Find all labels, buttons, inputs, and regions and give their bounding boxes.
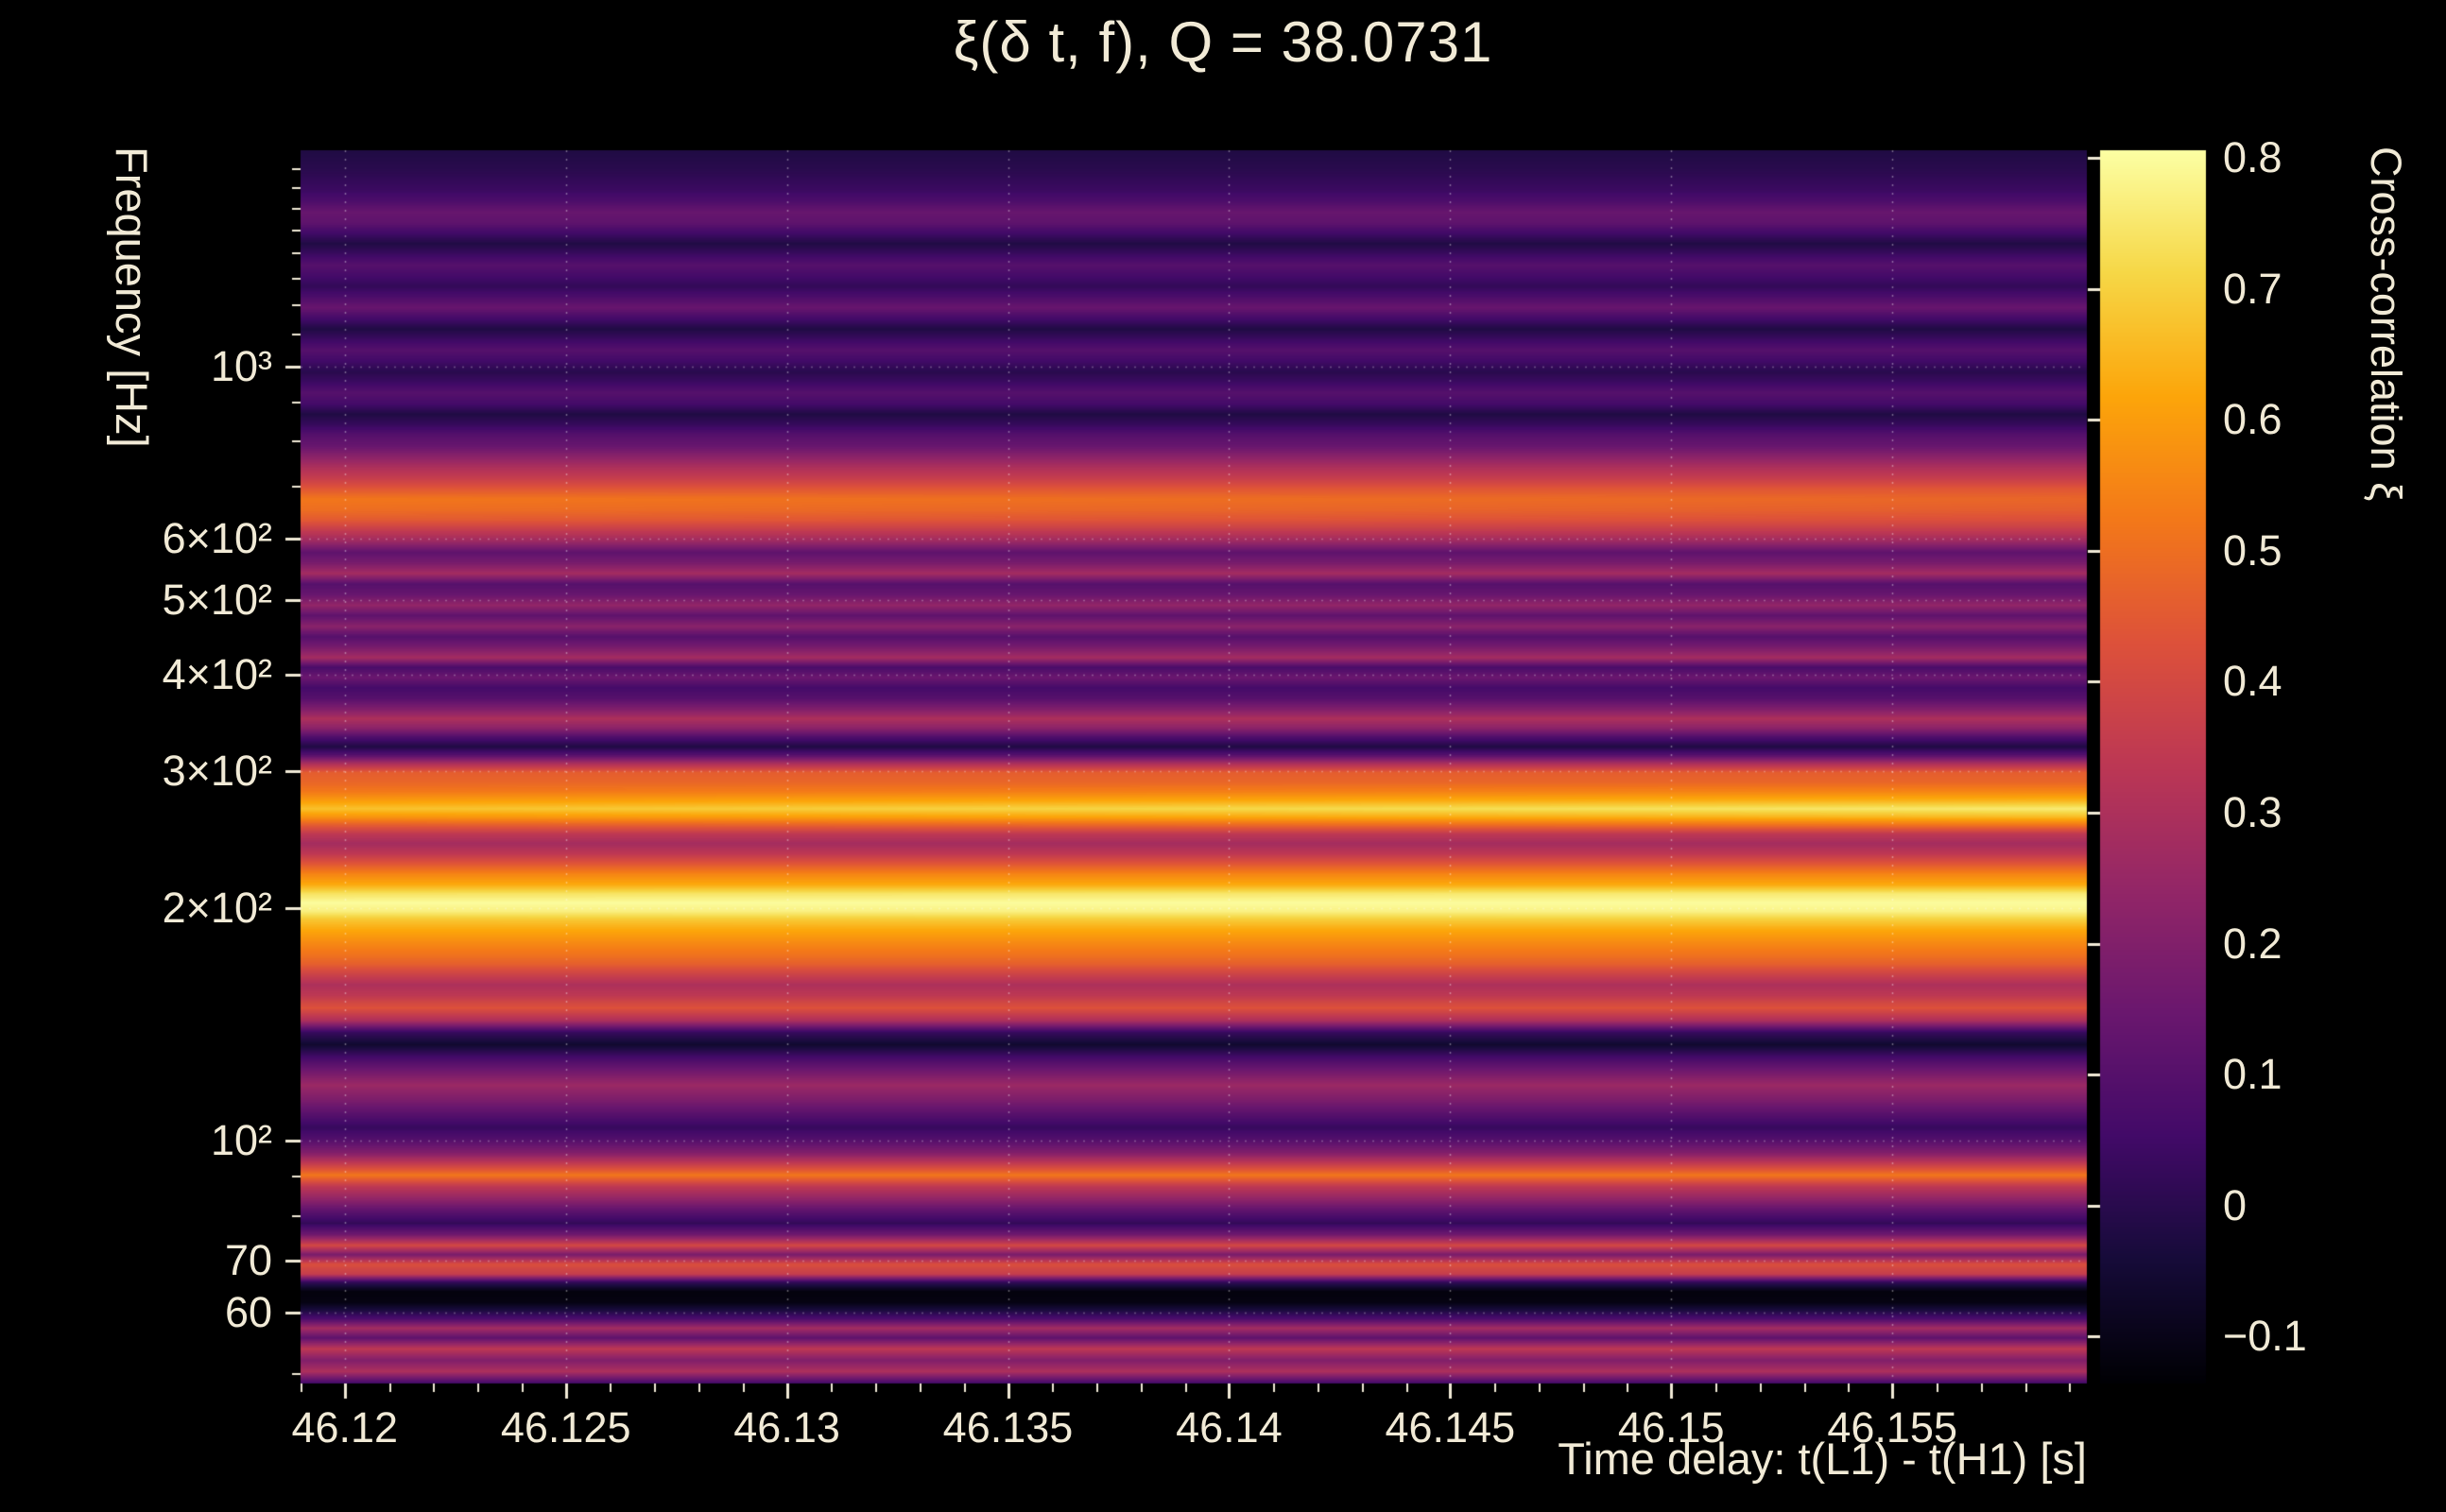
- y-tick-label: 2×10²: [162, 883, 272, 932]
- x-tick-label: 46.145: [1385, 1403, 1516, 1452]
- y-tick-label: 60: [224, 1288, 272, 1337]
- y-axis-label: Frequency [Hz]: [107, 146, 157, 448]
- x-tick-label: 46.125: [500, 1403, 631, 1452]
- x-tick-label: 46.15: [1617, 1403, 1725, 1452]
- colorbar-tick-label: 0.7: [2223, 264, 2282, 313]
- y-tick-label: 10²: [210, 1116, 272, 1165]
- colorbar-tick-label: 0.1: [2223, 1050, 2282, 1099]
- y-tick-label: 3×10²: [162, 747, 272, 796]
- y-tick-label: 4×10²: [162, 650, 272, 699]
- colorbar-tick-label: 0: [2223, 1180, 2248, 1229]
- colorbar-tick-label: 0.2: [2223, 919, 2282, 968]
- colorbar-tick-label: 0.5: [2223, 525, 2282, 575]
- x-tick-label: 46.13: [733, 1403, 840, 1452]
- colorbar-tick-label: 0.8: [2223, 133, 2282, 182]
- y-tick-label: 5×10²: [162, 575, 272, 624]
- colorbar-tick-label: 0.4: [2223, 657, 2282, 706]
- colorbar-tick-label: 0.3: [2223, 787, 2282, 836]
- colorbar-tick-label: −0.1: [2223, 1312, 2307, 1361]
- x-tick-label: 46.14: [1176, 1403, 1283, 1452]
- x-axis-label: Time delay: t(L1) - t(H1) [s]: [1558, 1434, 2087, 1484]
- y-tick-label: 10³: [210, 342, 272, 391]
- colorbar-label: Cross-correlation ξ: [2362, 146, 2410, 502]
- y-tick-label: 70: [224, 1236, 272, 1285]
- x-tick-label: 46.12: [291, 1403, 399, 1452]
- x-tick-label: 46.135: [942, 1403, 1074, 1452]
- colorbar-tick-label: 0.6: [2223, 395, 2282, 444]
- x-tick-label: 46.155: [1827, 1403, 1957, 1452]
- y-tick-label: 6×10²: [162, 513, 272, 562]
- chart-title: ξ(δ t, f), Q = 38.0731: [953, 10, 1493, 74]
